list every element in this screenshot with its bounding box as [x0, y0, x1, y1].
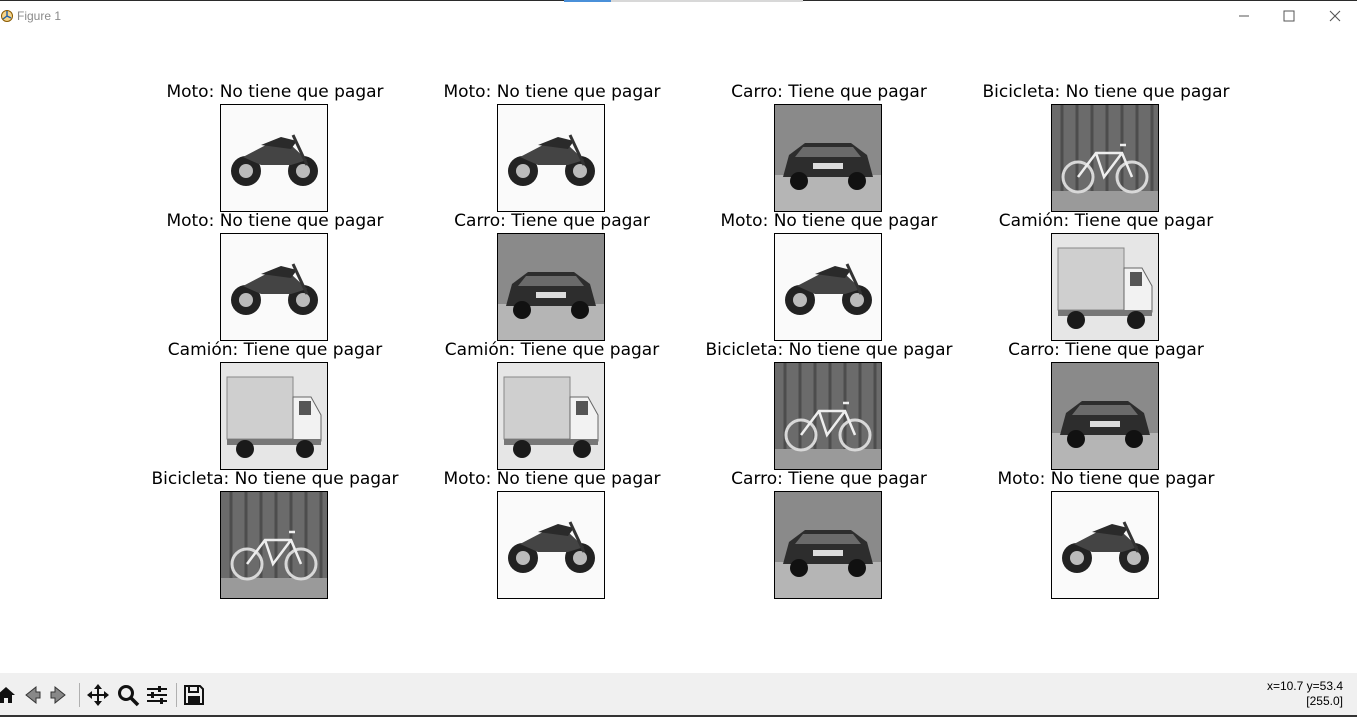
- taskbar-accent: [564, 0, 611, 2]
- home-icon[interactable]: [0, 683, 18, 707]
- subplot-title: Carro: Tiene que pagar: [454, 211, 650, 231]
- pan-icon[interactable]: [86, 683, 110, 707]
- maximize-icon: [1283, 10, 1295, 22]
- subplot-title: Carro: Tiene que pagar: [731, 469, 927, 489]
- forward-icon[interactable]: [47, 683, 71, 707]
- back-icon[interactable]: [20, 683, 44, 707]
- motorcycle-photo: [497, 104, 605, 212]
- minimize-icon: [1239, 15, 1249, 17]
- toolbar-separator: [79, 683, 80, 707]
- subplot-title: Moto: No tiene que pagar: [166, 211, 384, 231]
- motorcycle-photo: [497, 491, 605, 599]
- subplot-title: Moto: No tiene que pagar: [443, 469, 661, 489]
- subplot-title: Moto: No tiene que pagar: [720, 211, 938, 231]
- subplot-title: Bicicleta: No tiene que pagar: [982, 82, 1230, 102]
- motorcycle-photo: [1051, 491, 1159, 599]
- figure-canvas[interactable]: Moto: No tiene que pagar Moto: No tiene …: [0, 31, 1357, 673]
- truck-photo: [220, 362, 328, 470]
- subplot-title: Moto: No tiene que pagar: [166, 82, 384, 102]
- matplotlib-app-icon: [1, 10, 13, 22]
- car-photo: [774, 491, 882, 599]
- subplot-title: Moto: No tiene que pagar: [997, 469, 1215, 489]
- subplot-title: Camión: Tiene que pagar: [444, 340, 660, 360]
- cursor-readout: x=10.7 y=53.4 [255.0]: [1267, 679, 1343, 709]
- minimize-button[interactable]: [1221, 5, 1267, 27]
- subplot-title: Bicicleta: No tiene que pagar: [151, 469, 399, 489]
- window-title: Figure 1: [17, 9, 62, 23]
- window-titlebar: Figure 1: [0, 0, 1357, 31]
- bicycle-photo: [220, 491, 328, 599]
- car-photo: [774, 104, 882, 212]
- motorcycle-photo: [220, 233, 328, 341]
- zoom-icon[interactable]: [116, 683, 140, 707]
- configure-subplots-icon[interactable]: [145, 683, 169, 707]
- bicycle-photo: [1051, 104, 1159, 212]
- car-photo: [497, 233, 605, 341]
- pixel-value: [255.0]: [1306, 694, 1343, 708]
- taskbar-accent-light: [611, 0, 803, 2]
- truck-photo: [497, 362, 605, 470]
- motorcycle-photo: [774, 233, 882, 341]
- subplot-title: Bicicleta: No tiene que pagar: [705, 340, 953, 360]
- subplot-title: Carro: Tiene que pagar: [1008, 340, 1204, 360]
- navigation-toolbar: x=10.7 y=53.4 [255.0]: [0, 673, 1357, 717]
- cursor-coordinates: x=10.7 y=53.4: [1266, 679, 1343, 693]
- bicycle-photo: [774, 362, 882, 470]
- car-photo: [1051, 362, 1159, 470]
- subplot-title: Carro: Tiene que pagar: [731, 82, 927, 102]
- subplot-title: Camión: Tiene que pagar: [998, 211, 1214, 231]
- truck-photo: [1051, 233, 1159, 341]
- subplot-title: Camión: Tiene que pagar: [167, 340, 383, 360]
- maximize-button[interactable]: [1266, 5, 1312, 27]
- close-button[interactable]: [1312, 5, 1357, 27]
- motorcycle-photo: [220, 104, 328, 212]
- toolbar-separator: [176, 683, 177, 707]
- save-icon[interactable]: [182, 683, 206, 707]
- subplot-title: Moto: No tiene que pagar: [443, 82, 661, 102]
- close-icon: [1329, 10, 1341, 22]
